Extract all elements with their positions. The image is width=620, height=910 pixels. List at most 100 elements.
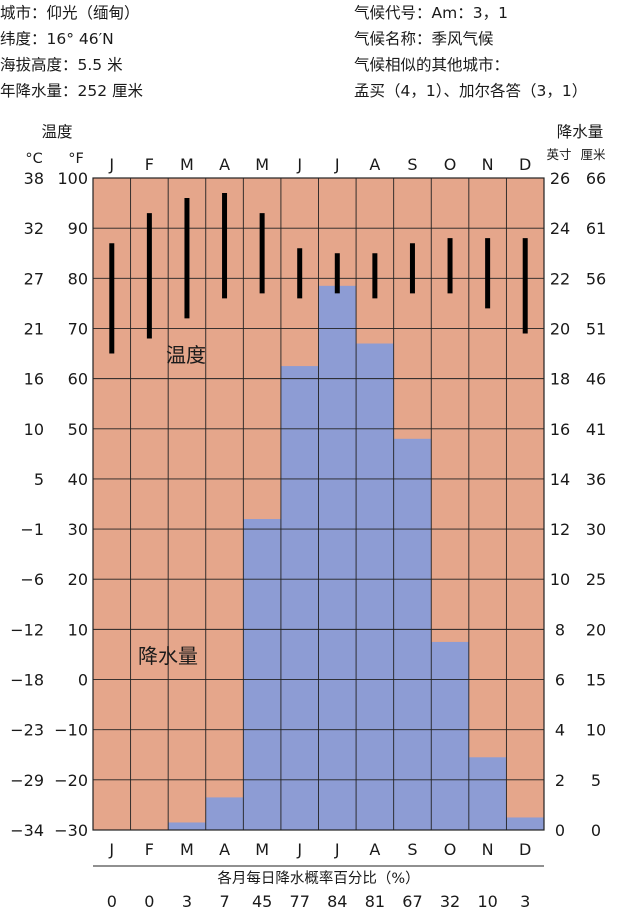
- tick-label-celsius: 10: [24, 420, 44, 439]
- tick-label-cm: 56: [586, 269, 606, 288]
- month-label-bottom: D: [519, 840, 531, 859]
- rain-days-value: 7: [219, 892, 229, 910]
- tick-label-celsius: −1: [20, 520, 44, 539]
- precip-bar: [506, 817, 544, 830]
- tick-label-fahrenheit: 50: [68, 420, 88, 439]
- month-label-top: S: [407, 155, 417, 174]
- tick-label-inches: 4: [555, 721, 565, 740]
- precip-bar: [431, 641, 469, 830]
- tick-label-inches: 8: [555, 620, 565, 639]
- tick-label-cm: 51: [586, 319, 606, 338]
- tick-label-inches: 14: [550, 470, 570, 489]
- precip-bar: [168, 822, 206, 830]
- tick-label-fahrenheit: −10: [54, 721, 88, 740]
- month-label-bottom: M: [255, 840, 269, 859]
- precip-bar: [468, 757, 507, 830]
- tick-label-cm: 61: [586, 219, 606, 238]
- precip-region-label: 降水量: [138, 644, 198, 668]
- rain-days-value: 81: [365, 892, 385, 910]
- tick-label-celsius: −6: [20, 570, 44, 589]
- similar-cities-title: 气候相似的其他城市：: [354, 56, 510, 74]
- tick-label-cm: 30: [586, 520, 606, 539]
- tick-label-fahrenheit: 60: [68, 370, 88, 389]
- precip-bar: [393, 438, 432, 830]
- tick-label-inches: 18: [550, 370, 570, 389]
- elevation-label: 海拔高度：5.5 米: [0, 56, 123, 74]
- rain-days-value: 45: [252, 892, 272, 910]
- tick-label-celsius: 5: [34, 470, 44, 489]
- tick-label-celsius: −29: [10, 771, 44, 790]
- tick-label-fahrenheit: 80: [68, 269, 88, 288]
- tick-label-celsius: −23: [10, 721, 44, 740]
- tick-label-cm: 5: [591, 771, 601, 790]
- month-label-bottom: S: [407, 840, 417, 859]
- tick-label-inches: 16: [550, 420, 570, 439]
- tick-label-cm: 25: [586, 570, 606, 589]
- month-label-bottom: A: [219, 840, 230, 859]
- rain-days-value: 0: [107, 892, 117, 910]
- tick-label-celsius: 38: [24, 169, 44, 188]
- rain-days-title: 各月每日降水概率百分比（%）: [217, 870, 419, 887]
- month-label-top: A: [369, 155, 380, 174]
- tick-label-inches: 22: [550, 269, 570, 288]
- month-label-top: D: [519, 155, 531, 174]
- tick-label-cm: 66: [586, 169, 606, 188]
- tick-label-fahrenheit: 0: [78, 671, 88, 690]
- tick-label-celsius: 27: [24, 269, 44, 288]
- rain-days-value: 10: [477, 892, 497, 910]
- precip-bar: [318, 285, 357, 830]
- precip-bar: [205, 797, 244, 830]
- precip-bar: [243, 519, 281, 830]
- plot-frame: [92, 177, 545, 831]
- tick-label-celsius: −34: [10, 821, 44, 840]
- city-label: 城市：仰光（缅甸）: [0, 4, 140, 22]
- rain-days-value: 84: [327, 892, 347, 910]
- tick-label-inches: 2: [555, 771, 565, 790]
- right-axis-unit-in: 英寸: [546, 147, 571, 162]
- tick-label-fahrenheit: 70: [68, 319, 88, 338]
- month-label-top: J: [334, 155, 340, 174]
- tick-label-fahrenheit: −20: [54, 771, 88, 790]
- month-label-top: M: [255, 155, 269, 174]
- month-label-top: N: [482, 155, 494, 174]
- month-label-bottom: M: [180, 840, 194, 859]
- rain-days-value: 67: [402, 892, 422, 910]
- month-label-top: J: [108, 155, 114, 174]
- tick-label-cm: 20: [586, 620, 606, 639]
- month-label-top: A: [219, 155, 230, 174]
- tick-label-celsius: −12: [10, 620, 44, 639]
- rain-days-value: 3: [182, 892, 192, 910]
- month-label-bottom: N: [482, 840, 494, 859]
- tick-label-inches: 12: [550, 520, 570, 539]
- tick-label-fahrenheit: 100: [57, 169, 88, 188]
- left-axis-unit-f: °F: [68, 151, 84, 167]
- similar-cities: 孟买（4，1）、加尔各答（3，1）: [354, 82, 588, 100]
- tick-label-celsius: −18: [10, 671, 44, 690]
- rain-days-value: 77: [290, 892, 310, 910]
- climate-code-label: 气候代号：Am：3，1: [354, 4, 508, 22]
- annual-precip-label: 年降水量：252 厘米: [0, 82, 144, 100]
- tick-label-celsius: 16: [24, 370, 44, 389]
- tick-label-cm: 0: [591, 821, 601, 840]
- tick-label-fahrenheit: −30: [54, 821, 88, 840]
- station-info-right: 气候代号：Am：3，1 气候名称：季风气候 气候相似的其他城市： 孟买（4，1）…: [354, 0, 587, 104]
- tick-label-inches: 0: [555, 821, 565, 840]
- month-label-bottom: A: [369, 840, 380, 859]
- tick-label-cm: 36: [586, 470, 606, 489]
- left-axis-title: 温度: [41, 123, 72, 141]
- latitude-label: 纬度：16° 46′N: [0, 30, 114, 48]
- month-label-bottom: J: [296, 840, 302, 859]
- right-axis-title: 降水量: [557, 123, 604, 141]
- month-label-bottom: J: [108, 840, 114, 859]
- month-label-top: J: [296, 155, 302, 174]
- tick-label-inches: 24: [550, 219, 570, 238]
- station-info-left: 城市：仰光（缅甸） 纬度：16° 46′N 海拔高度：5.5 米 年降水量：25…: [0, 0, 143, 104]
- precip-bar: [280, 366, 319, 830]
- tick-label-celsius: 32: [24, 219, 44, 238]
- right-axis-unit-cm: 厘米: [580, 147, 606, 162]
- rain-days-value: 32: [440, 892, 460, 910]
- left-axis-unit-c: °C: [25, 151, 42, 167]
- tick-label-cm: 41: [586, 420, 606, 439]
- tick-label-inches: 20: [550, 319, 570, 338]
